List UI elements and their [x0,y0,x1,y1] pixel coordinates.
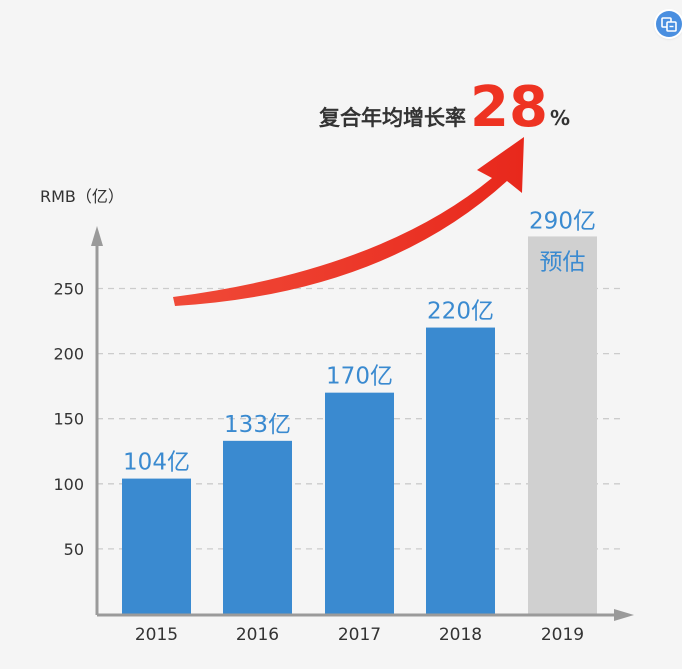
axes [91,226,634,621]
y-tick-label: 250 [53,280,84,299]
y-tick-label: 150 [53,410,84,429]
y-tick-label: 100 [53,475,84,494]
bar [325,392,394,614]
data-label: 170亿 [326,364,393,390]
x-tick-labels: 2015 2016 2017 2018 2019 [135,625,584,645]
growth-rate-unit: % [550,106,570,130]
translate-icon [661,17,677,32]
bar [223,440,292,614]
data-label: 104亿 [123,450,190,476]
x-tick-label: 2019 [541,625,584,645]
growth-headline: 复合年均增长率 28 % [318,75,570,140]
bar [122,478,191,614]
estimate-label: 预估 [540,249,586,275]
data-label: 133亿 [224,412,291,438]
translate-button[interactable] [656,11,682,37]
growth-rate-label: 复合年均增长率 [318,106,466,130]
bar [426,327,495,614]
y-axis-arrow-icon [91,226,103,246]
data-label: 220亿 [427,299,494,325]
bar-estimate [528,236,597,615]
y-axis-label: RMB（亿） [40,187,124,206]
growth-arrow-icon [173,137,524,306]
x-tick-label: 2015 [135,625,178,645]
growth-rate-value: 28 [470,75,548,140]
y-tick-labels: 50 100 150 200 250 [53,280,84,559]
x-tick-label: 2017 [338,625,381,645]
x-tick-label: 2018 [439,625,482,645]
y-tick-label: 50 [64,540,84,559]
data-label: 290亿 [529,208,596,234]
y-tick-label: 200 [53,345,84,364]
bars [122,236,597,615]
x-axis-arrow-icon [614,609,634,621]
x-tick-label: 2016 [236,625,279,645]
